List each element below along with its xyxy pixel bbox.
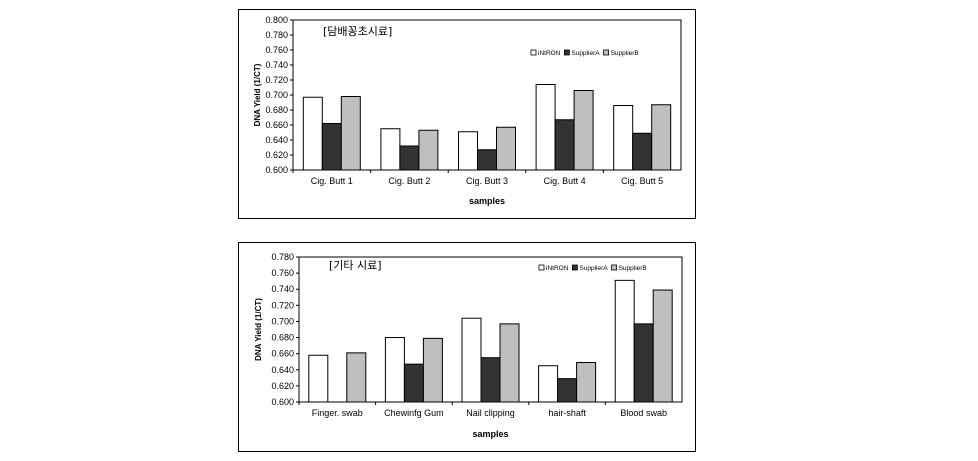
x-tick-label: Finger. swab [312, 408, 363, 418]
legend-swatch [611, 264, 617, 271]
y-tick-label: 0.720 [271, 300, 294, 310]
bar [477, 149, 497, 171]
legend-entry: SupplierB [611, 50, 639, 57]
bar [302, 96, 323, 171]
bar [573, 90, 594, 171]
bar [346, 352, 367, 403]
bar [633, 323, 654, 403]
legend-swatch [603, 49, 609, 56]
y-tick-label: 0.620 [271, 381, 294, 391]
bar [418, 129, 439, 171]
bar [384, 337, 405, 403]
y-tick-label: 0.660 [271, 349, 294, 359]
y-tick-label: 0.700 [271, 316, 294, 326]
x-tick-label: Cig. Butt 1 [311, 176, 353, 186]
chart-svg-other-samples: 0.600 0.620 0.640 0.660 0.680 0.700 0.720 0.740… [254, 252, 683, 439]
chart-title: [기타 시료] [329, 259, 382, 272]
legend-swatch [530, 49, 537, 56]
y-tick-label: 0.780 [265, 30, 288, 40]
bar [554, 119, 575, 171]
bar [538, 365, 559, 403]
x-tick-label: Cig. Butt 2 [388, 176, 430, 186]
y-tick-label: 0.640 [271, 365, 294, 375]
y-tick-label: 0.720 [265, 75, 288, 85]
y-tick-label: 0.660 [265, 120, 288, 130]
x-axis-label: samples [469, 196, 505, 206]
chart-svg-cig-butt: 0.600 0.620 0.640 0.660 0.680 0.700 0.720 0.740… [253, 15, 682, 206]
y-tick-label: 0.600 [265, 165, 288, 175]
y-tick-label: 0.600 [271, 397, 294, 407]
y-tick-label: 0.740 [271, 284, 294, 294]
bar [399, 145, 420, 171]
x-tick-label: Nail clipping [466, 408, 515, 418]
bar [403, 363, 424, 403]
x-tick-label: hair-shaft [548, 408, 586, 418]
bar [557, 378, 578, 403]
y-tick-label: 0.780 [271, 252, 294, 262]
x-tick-label: Chewinfg Gum [384, 408, 444, 418]
legend-entry: iNtRON [546, 265, 569, 272]
y-tick-label: 0.800 [265, 15, 288, 25]
chart-panel-other-samples: 0.600 0.620 0.640 0.660 0.680 0.700 0.720 0.740… [238, 242, 696, 452]
bar [422, 337, 443, 403]
bar [651, 104, 672, 171]
bar [321, 123, 342, 171]
bar [632, 132, 653, 171]
legend-swatch [571, 264, 578, 271]
bar [461, 317, 482, 403]
bar [380, 128, 401, 171]
x-tick-label: Cig. Butt 4 [544, 176, 586, 186]
legend-swatch [563, 49, 570, 56]
chart-title: [담배꽁초시료] [323, 25, 392, 38]
y-axis-label: DNA Yield (1/CT) [254, 298, 263, 361]
y-tick-label: 0.620 [265, 150, 288, 160]
chart-panel-cig-butt: 0.600 0.620 0.640 0.660 0.680 0.700 0.720 0.740… [238, 9, 696, 219]
bar [480, 357, 501, 403]
y-tick-label: 0.760 [271, 268, 294, 278]
bar [614, 279, 635, 403]
bar [340, 96, 361, 171]
y-tick-label: 0.760 [265, 45, 288, 55]
legend-entry: iNtRON [538, 50, 561, 57]
y-tick-label: 0.700 [265, 90, 288, 100]
bar [576, 362, 597, 403]
bar [613, 105, 634, 171]
y-tick-label: 0.740 [265, 60, 288, 70]
legend-entry: SupplierB [619, 265, 647, 272]
y-tick-label: 0.680 [265, 105, 288, 115]
x-axis-label: samples [472, 429, 508, 439]
y-axis-label: DNA Yield (1/CT) [253, 63, 262, 126]
x-tick-label: Blood swab [620, 408, 667, 418]
bar [496, 126, 516, 171]
legend-swatch [538, 264, 545, 271]
legend-entry: SupplierA [579, 265, 608, 272]
y-tick-label: 0.640 [265, 135, 288, 145]
bar [652, 289, 673, 403]
bar [458, 131, 478, 171]
legend-entry: SupplierA [571, 50, 600, 57]
bar [499, 323, 520, 403]
y-tick-label: 0.680 [271, 333, 294, 343]
bar [308, 354, 329, 403]
x-tick-label: Cig. Butt 5 [621, 176, 663, 186]
bar [535, 84, 556, 171]
x-tick-label: Cig. Butt 3 [466, 176, 508, 186]
